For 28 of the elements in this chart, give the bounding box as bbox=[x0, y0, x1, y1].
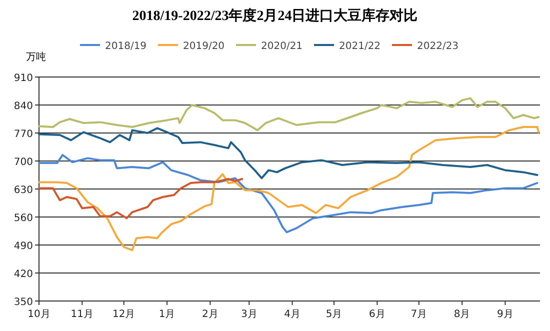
x-tick-label: 6月 bbox=[368, 309, 386, 320]
x-tick-label: 1月 bbox=[158, 309, 176, 320]
legend-label: 2019/20 bbox=[183, 41, 225, 52]
x-tick-label: 7月 bbox=[410, 309, 428, 320]
x-tick-label: 11月 bbox=[70, 309, 94, 320]
y-tick-label: 560 bbox=[14, 213, 33, 224]
chart-title: 2018/19-2022/23年度2月24日进口大豆库存对比 bbox=[132, 7, 418, 24]
y-tick-label: 350 bbox=[14, 297, 33, 308]
legend-label: 2018/19 bbox=[105, 41, 147, 52]
y-tick-label: 420 bbox=[14, 269, 33, 280]
x-tick-label: 3月 bbox=[240, 309, 258, 320]
y-tick-label: 840 bbox=[14, 101, 33, 112]
x-tick-label: 4月 bbox=[284, 309, 300, 320]
y-tick-label: 910 bbox=[14, 73, 33, 84]
x-tick-label: 12月 bbox=[112, 309, 136, 320]
y-tick-label: 770 bbox=[14, 129, 33, 140]
x-tick-label: 8月 bbox=[454, 309, 470, 320]
y-axis-title: 万吨 bbox=[26, 51, 46, 63]
y-tick-label: 490 bbox=[14, 241, 33, 252]
x-tick-label: 9月 bbox=[497, 309, 514, 320]
y-tick-label: 700 bbox=[14, 157, 33, 168]
x-tick-label: 5月 bbox=[326, 309, 342, 320]
x-tick-label: 2月 bbox=[202, 309, 218, 320]
y-tick-label: 630 bbox=[14, 185, 33, 196]
legend-label: 2022/23 bbox=[417, 41, 459, 52]
legend-label: 2020/21 bbox=[261, 41, 303, 52]
legend-label: 2021/22 bbox=[339, 41, 381, 52]
x-tick-label: 10月 bbox=[28, 309, 50, 320]
